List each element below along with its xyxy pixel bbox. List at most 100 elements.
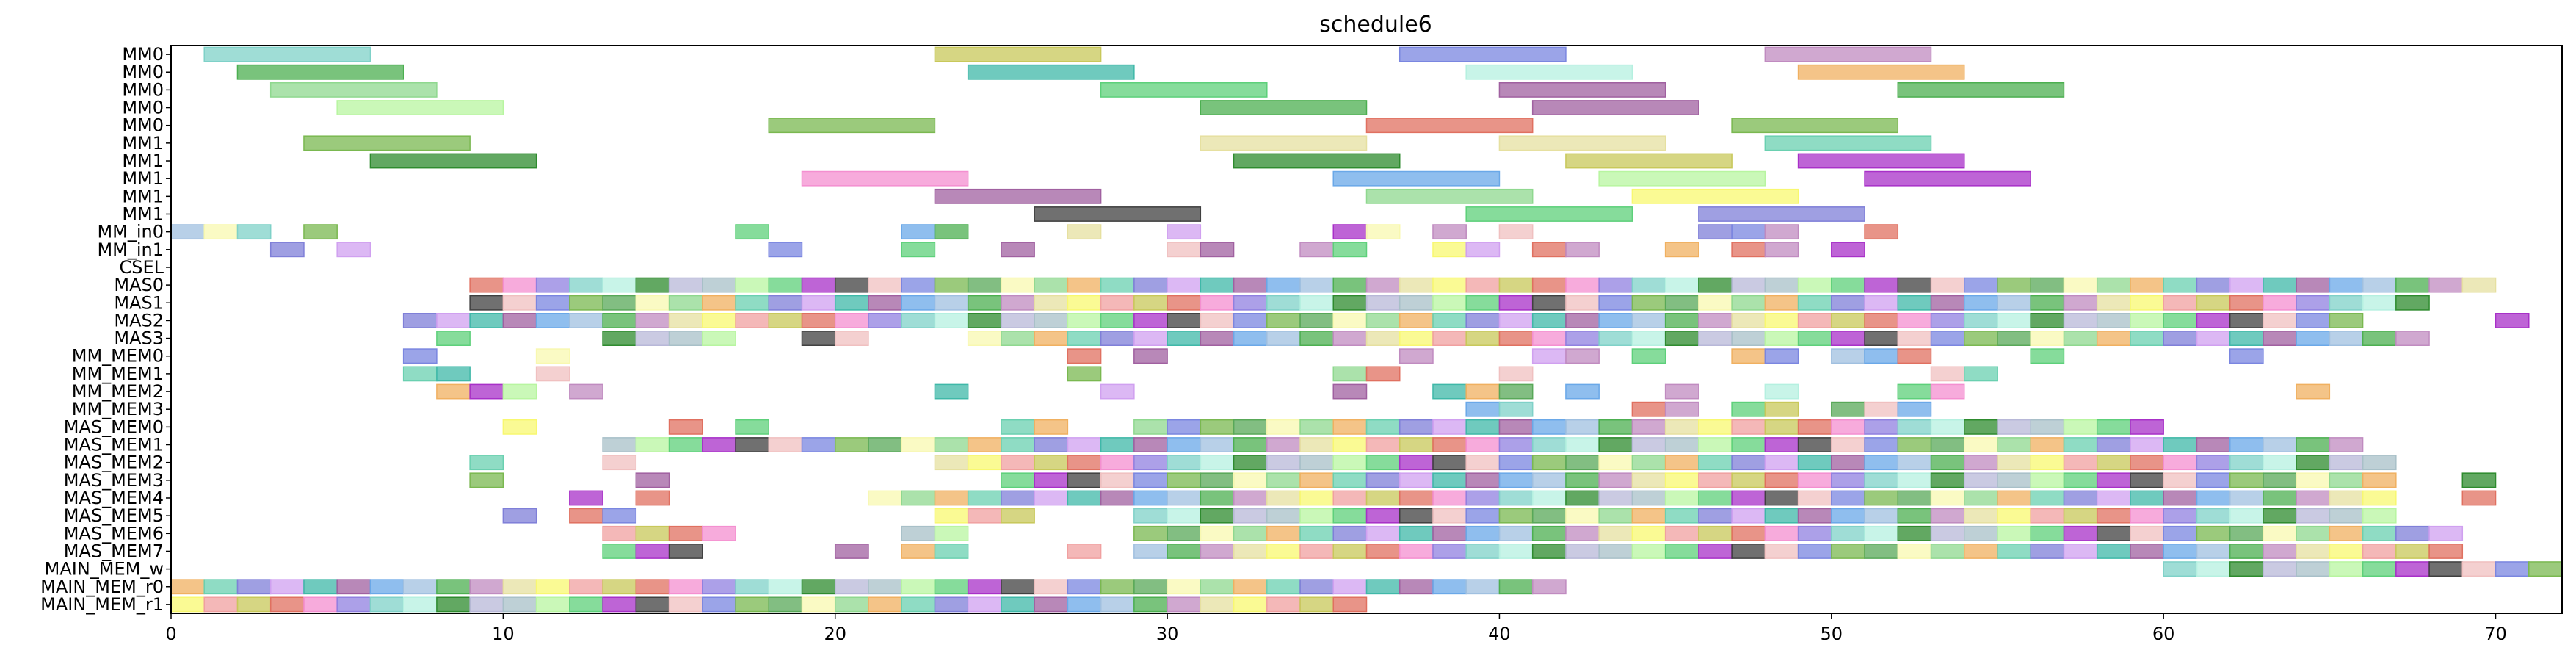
task-bar — [436, 331, 471, 346]
task-bar — [2461, 490, 2497, 506]
task-bar — [834, 295, 869, 311]
task-bar — [801, 295, 836, 311]
task-bar — [635, 331, 670, 346]
task-bar — [2296, 525, 2331, 541]
task-bar — [1001, 579, 1035, 595]
task-bar — [1100, 455, 1135, 471]
task-bar — [735, 224, 770, 240]
task-bar — [2030, 508, 2065, 524]
row-label: MAS0 — [114, 275, 164, 295]
task-bar — [2163, 544, 2198, 559]
task-bar — [2063, 277, 2098, 293]
task-bar — [1200, 135, 1368, 151]
task-bar — [1831, 437, 1865, 452]
task-bar — [1398, 331, 1434, 346]
task-bar — [768, 295, 803, 311]
task-bar — [1465, 419, 1501, 435]
task-bar — [1997, 525, 2031, 541]
task-bar — [2030, 348, 2065, 364]
task-bar — [402, 596, 438, 613]
task-bar — [934, 224, 969, 240]
task-bar — [2163, 277, 2198, 293]
task-bar — [1698, 508, 1733, 524]
task-bar — [1100, 383, 1135, 400]
task-bar — [1531, 437, 1567, 452]
task-bar — [436, 383, 471, 400]
task-bar — [768, 118, 936, 134]
task-bar — [1365, 490, 1401, 506]
task-bar — [2263, 277, 2297, 293]
task-bar — [602, 525, 637, 541]
task-bar — [2263, 472, 2297, 488]
task-bar — [1167, 295, 1202, 311]
task-bar — [2130, 508, 2164, 524]
task-bar — [1930, 490, 1965, 506]
task-bar — [1332, 455, 1368, 471]
task-bar — [1133, 295, 1168, 311]
task-bar — [635, 277, 670, 293]
task-bar — [2163, 490, 2198, 506]
task-bar — [1266, 508, 1301, 524]
task-bar — [1864, 544, 1899, 559]
task-bar — [2130, 295, 2164, 311]
task-bar — [1997, 419, 2031, 435]
task-bar — [2063, 544, 2098, 559]
task-bar — [1365, 277, 1401, 293]
task-bar — [868, 596, 902, 613]
task-bar — [1200, 455, 1235, 471]
task-bar — [1797, 64, 1965, 80]
task-bar — [1398, 437, 1434, 452]
task-bar — [436, 579, 471, 595]
task-bar — [1465, 206, 1633, 222]
task-bar — [668, 596, 703, 613]
task-bar — [1167, 508, 1202, 524]
task-bar — [602, 596, 637, 613]
task-bar — [269, 596, 305, 613]
task-bar — [1034, 455, 1069, 471]
task-bar — [2096, 508, 2131, 524]
task-bar — [1930, 313, 1965, 328]
task-bar — [1398, 46, 1567, 62]
task-bar — [1997, 331, 2031, 346]
task-bar — [1233, 331, 1268, 346]
task-bar — [1531, 348, 1567, 364]
task-bar — [1764, 383, 1799, 400]
task-bar — [2528, 561, 2563, 577]
task-bar — [402, 313, 438, 328]
task-bar — [1299, 544, 1335, 559]
task-bar — [1200, 490, 1235, 506]
task-bar — [502, 579, 537, 595]
task-bar — [2196, 295, 2231, 311]
task-bar — [1465, 544, 1501, 559]
task-bar — [1731, 419, 1766, 435]
task-bar — [1167, 313, 1202, 328]
task-bar — [1731, 331, 1766, 346]
task-bar — [2296, 490, 2331, 506]
task-bar — [1498, 455, 1534, 471]
task-bar — [1266, 295, 1301, 311]
task-bar — [1498, 135, 1666, 151]
task-bar — [2296, 508, 2331, 524]
task-bar — [2163, 508, 2198, 524]
task-bar — [2461, 472, 2497, 488]
row-label: MAS1 — [114, 292, 164, 313]
row-label: MM1 — [122, 133, 164, 154]
task-bar — [801, 277, 836, 293]
task-bar — [1631, 490, 1666, 506]
task-bar — [1864, 313, 1899, 328]
task-bar — [1432, 472, 1467, 488]
task-bar — [1365, 118, 1534, 134]
task-bar — [1964, 366, 1998, 382]
task-bar — [1565, 277, 1600, 293]
task-bar — [2130, 525, 2164, 541]
task-bar — [1432, 313, 1467, 328]
task-bar — [768, 579, 803, 595]
task-bar — [1365, 455, 1401, 471]
task-bar — [2329, 313, 2364, 328]
task-bar — [1465, 490, 1501, 506]
task-bar — [2263, 525, 2297, 541]
task-bar — [269, 242, 305, 258]
row-label: MM_MEM1 — [72, 364, 164, 384]
task-bar — [569, 490, 603, 506]
task-bar — [1200, 525, 1235, 541]
